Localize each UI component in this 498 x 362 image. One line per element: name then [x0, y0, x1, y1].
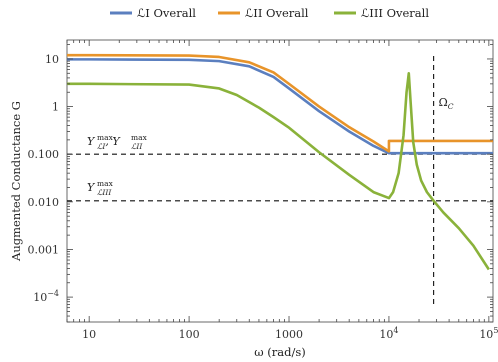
legend-label: ℒIII Overall [361, 6, 429, 20]
y-tick-label: 0.010 [28, 196, 60, 209]
y-tick-label: 1 [52, 101, 59, 114]
plot-frame [66, 39, 494, 323]
omega-c-annotation: ΩC [439, 96, 454, 111]
x-tick-label: 10 [82, 328, 96, 341]
series-line-3 [67, 71, 490, 271]
x-tick-label: 104 [379, 326, 398, 341]
x-axis: 10 100 1000 104 105 [66, 40, 498, 341]
x-tick-label: 1000 [275, 328, 303, 341]
reference-lines [67, 56, 493, 304]
legend-item-3: ℒIII Overall [334, 6, 429, 20]
legend-item-1: ℒI Overall [110, 6, 196, 20]
y-tick-label: 0.100 [28, 148, 60, 161]
series-line-2 [67, 53, 493, 153]
series-line-1 [67, 58, 493, 155]
x-tick-label: 100 [179, 328, 200, 341]
series-layer [67, 53, 493, 271]
legend: ℒI Overall ℒII Overall ℒIII Overall [110, 6, 429, 20]
y-tick-label: 10 [45, 53, 59, 66]
legend-label: ℒII Overall [245, 6, 309, 20]
x-tick-label: 105 [479, 326, 498, 341]
y-axis-label: Augmented Conductance G [9, 101, 23, 262]
y-tick-label: 0.001 [28, 243, 60, 256]
y-axis: 10 1 0.100 0.010 0.001 10−4 [28, 44, 493, 323]
y-tick-label: 10−4 [33, 289, 59, 304]
legend-item-2: ℒII Overall [218, 6, 309, 20]
legend-label: ℒI Overall [137, 6, 196, 20]
x-axis-label: ω (rad/s) [254, 345, 306, 359]
